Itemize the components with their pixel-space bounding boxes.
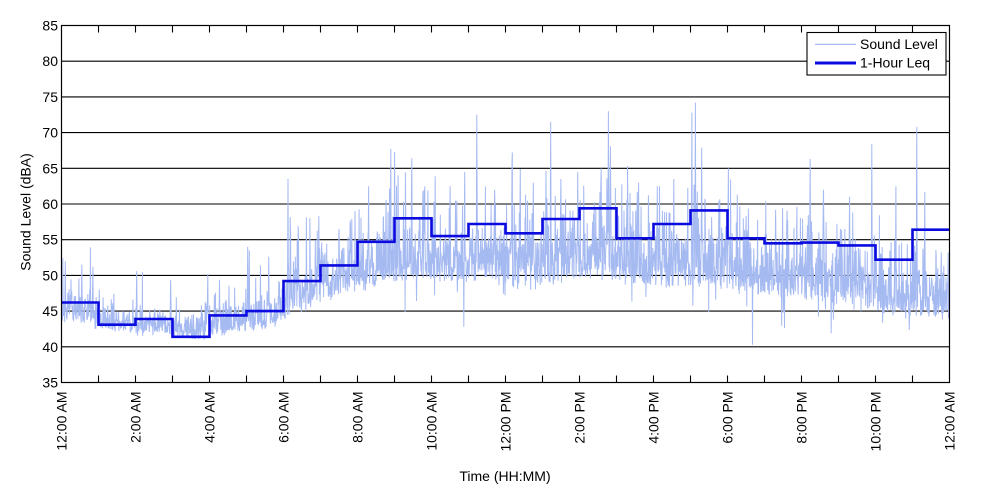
svg-text:Sound Level (dBA): Sound Level (dBA) xyxy=(18,153,34,271)
svg-text:6:00 AM: 6:00 AM xyxy=(276,392,292,443)
svg-text:12:00 AM: 12:00 AM xyxy=(54,392,70,451)
svg-text:2:00 AM: 2:00 AM xyxy=(128,392,144,443)
svg-text:Time (HH:MM): Time (HH:MM) xyxy=(459,468,550,484)
svg-text:80: 80 xyxy=(42,53,58,69)
svg-text:40: 40 xyxy=(42,339,58,355)
svg-text:12:00 AM: 12:00 AM xyxy=(942,392,958,451)
svg-text:60: 60 xyxy=(42,196,58,212)
svg-text:75: 75 xyxy=(42,89,58,105)
svg-text:Sound Level: Sound Level xyxy=(860,36,938,52)
svg-text:55: 55 xyxy=(42,232,58,248)
svg-text:65: 65 xyxy=(42,160,58,176)
svg-text:4:00 PM: 4:00 PM xyxy=(646,392,662,444)
svg-text:4:00 AM: 4:00 AM xyxy=(202,392,218,443)
svg-text:2:00 PM: 2:00 PM xyxy=(572,392,588,444)
svg-text:70: 70 xyxy=(42,125,58,141)
svg-text:6:00 PM: 6:00 PM xyxy=(720,392,736,444)
svg-text:85: 85 xyxy=(42,18,58,34)
svg-text:10:00 PM: 10:00 PM xyxy=(868,392,884,452)
svg-text:50: 50 xyxy=(42,267,58,283)
svg-text:10:00 AM: 10:00 AM xyxy=(424,392,440,451)
svg-text:8:00 PM: 8:00 PM xyxy=(794,392,810,444)
svg-text:45: 45 xyxy=(42,303,58,319)
svg-text:8:00 AM: 8:00 AM xyxy=(350,392,366,443)
svg-text:35: 35 xyxy=(42,375,58,391)
svg-text:12:00 PM: 12:00 PM xyxy=(498,392,514,452)
svg-text:1-Hour Leq: 1-Hour Leq xyxy=(860,55,930,71)
